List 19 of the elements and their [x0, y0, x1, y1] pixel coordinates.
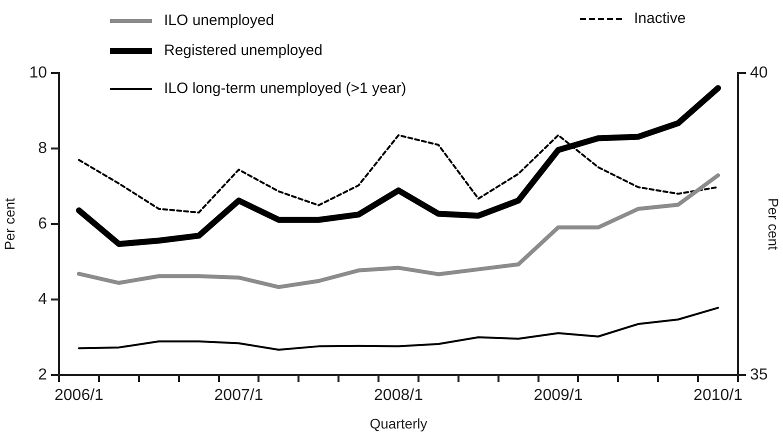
y-tick-label: 10	[29, 64, 48, 82]
y-tick-label: 6	[38, 215, 48, 232]
y-axis-title: Per cent	[1, 198, 18, 250]
legend-label: Inactive	[634, 10, 686, 27]
y-tick-label: 8	[38, 140, 48, 157]
x-tick-label: 2007/1	[214, 387, 264, 404]
y2-axis-title: Per cent	[766, 198, 782, 250]
y2-tick-label: 35	[750, 366, 768, 384]
x-tick-label: 2006/1	[54, 387, 104, 404]
legend-label: ILO long-term unemployed (>1 year)	[164, 80, 406, 97]
legend-label: ILO unemployed	[164, 12, 274, 29]
x-axis-title: Quarterly	[370, 415, 428, 432]
x-tick-label: 2009/1	[534, 387, 583, 404]
x-tick-label: 2008/1	[374, 387, 424, 404]
y2-tick-label: 40	[750, 64, 768, 82]
x-tick-label: 2010/1	[694, 387, 743, 404]
legend-label: Registered unemployed	[164, 42, 322, 59]
y-tick-label: 2	[38, 366, 48, 384]
y-tick-label: 4	[38, 290, 48, 308]
